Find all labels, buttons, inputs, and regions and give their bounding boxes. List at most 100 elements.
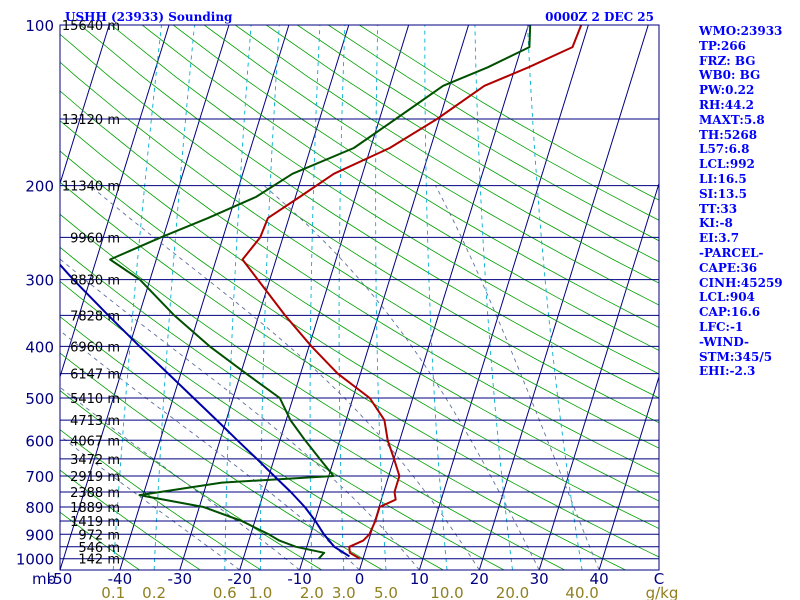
index-lfc: LFC:-1 — [699, 319, 744, 334]
temperature-tick-label: 30 — [530, 570, 549, 588]
pressure-tick-label: 600 — [25, 432, 54, 450]
mixing-ratio-label: 1.0 — [248, 584, 272, 600]
dry-adiabat-line — [60, 150, 659, 530]
index-lcl: LCL:992 — [699, 157, 755, 172]
height-label: 1419 m — [70, 515, 120, 530]
mixing-ratio-line — [338, 25, 346, 570]
temperature-tick-label: -10 — [287, 570, 312, 588]
isotherm-line — [0, 25, 49, 570]
height-label: 2919 m — [70, 470, 120, 485]
chart-title-left: USHH (23933) Sounding — [65, 10, 233, 24]
index-ki: KI:-8 — [699, 216, 733, 231]
dry-adiabat-line — [141, 25, 659, 351]
parcel-line — [60, 263, 350, 558]
mixing-ratio-label: 0.1 — [101, 584, 125, 600]
temperature-tick-label: 20 — [470, 570, 489, 588]
dry-adiabat-line — [60, 213, 626, 570]
pressure-tick-label: 500 — [25, 390, 54, 408]
stability-indices-panel: WMO:23933 TP:266 FRZ: BG WB0: BG PW:0.22… — [699, 24, 799, 379]
dry-adiabat-line — [60, 511, 140, 570]
mixing-ratio-label: 3.0 — [332, 584, 356, 600]
height-label: 4713 m — [70, 414, 120, 429]
height-label: 9960 m — [70, 231, 120, 246]
height-label: 4067 m — [70, 434, 120, 449]
mixing-ratio-line — [375, 25, 387, 570]
temperature-tick-label: C — [654, 570, 664, 588]
temperature-tick-label: 40 — [590, 570, 609, 588]
isotherm-line — [119, 25, 290, 570]
index-ei: EI:3.7 — [699, 231, 740, 246]
index-frz: FRZ: BG — [699, 53, 756, 68]
mixing-ratio-label: 5.0 — [374, 584, 398, 600]
mixing-ratio-unit-label: g/kg — [646, 584, 679, 600]
height-label: 6960 m — [70, 340, 120, 355]
mixing-ratio-label: 2.0 — [300, 584, 324, 600]
moist-adiabat-line — [60, 435, 240, 570]
index-cinh: CINH:45259 — [699, 275, 783, 290]
index-tp: TP:266 — [699, 38, 747, 53]
dry-adiabat-line — [203, 25, 659, 306]
height-label: 5410 m — [70, 392, 120, 407]
mixing-ratio-label: 0.6 — [213, 584, 237, 600]
height-label: 2388 m — [70, 486, 120, 501]
pressure-unit-label: mb — [32, 570, 56, 588]
height-label: 546 m — [78, 541, 120, 556]
index-tt: TT:33 — [699, 201, 738, 216]
dry-adiabat-line — [60, 390, 322, 570]
mixing-ratio-line — [153, 25, 195, 570]
index-ehi: EHI:-2.3 — [699, 364, 756, 379]
height-label: 3472 m — [70, 453, 120, 468]
dry-adiabat-line — [79, 25, 659, 399]
index-pw: PW:0.22 — [699, 83, 755, 98]
index-maxt: MAXT:5.8 — [699, 112, 765, 127]
chart-title-right: 0000Z 2 DEC 25 — [545, 10, 654, 24]
isotherm-line — [60, 25, 110, 186]
isotherm-line — [60, 25, 170, 379]
moist-adiabat-line — [435, 185, 600, 570]
dewpoint-line — [109, 25, 532, 560]
pressure-tick-label: 800 — [25, 499, 54, 517]
index-li: LI:16.5 — [699, 171, 747, 186]
mixing-ratio-line — [224, 25, 252, 570]
dry-adiabat-line — [60, 469, 201, 570]
dry-adiabat-line — [234, 25, 659, 284]
index-wmo: WMO:23933 — [699, 24, 783, 38]
temperature-tick-label: 0 — [355, 570, 365, 588]
index-th: TH:5268 — [699, 127, 758, 142]
moist-adiabat-line — [60, 330, 360, 570]
mixing-ratio-label: 0.2 — [142, 584, 166, 600]
moist-adiabat-line — [263, 185, 540, 570]
isotherm-line — [598, 375, 659, 570]
height-label: 6147 m — [70, 368, 120, 383]
index-wb0: WB0: BG — [699, 68, 761, 83]
index-l57: L57:6.8 — [699, 142, 750, 157]
temperature-tick-label: -40 — [108, 570, 133, 588]
isobar-lines — [60, 24, 659, 560]
moist-adiabat-line — [60, 258, 420, 570]
dry-adiabat-line — [60, 33, 659, 424]
dry-adiabat-line — [60, 316, 444, 570]
height-label: 142 m — [78, 553, 120, 568]
plot-frame — [59, 24, 660, 571]
temperature-tick-label: -20 — [227, 570, 252, 588]
mixing-ratio-label: 20.0 — [496, 584, 529, 600]
dry-adiabat-line — [60, 181, 659, 558]
pressure-tick-label: 300 — [25, 272, 54, 290]
mixing-ratio-line — [112, 25, 162, 570]
isotherm-line — [179, 25, 350, 570]
mixing-ratio-label: 40.0 — [565, 584, 598, 600]
temperature-line — [241, 25, 583, 560]
index-si: SI:13.5 — [699, 186, 747, 201]
height-label: 13120 m — [62, 113, 120, 128]
pressure-tick-label: 100 — [25, 17, 54, 35]
mixing-ratio-line — [527, 25, 583, 570]
dry-adiabat-line — [266, 25, 659, 263]
wind-header: -WIND- — [699, 334, 749, 349]
diagram-background-lines — [0, 25, 659, 570]
isotherm-line — [418, 25, 589, 570]
dry-adiabat-line — [60, 246, 565, 570]
isotherm-line — [359, 25, 529, 570]
dry-adiabat-line — [60, 429, 262, 570]
